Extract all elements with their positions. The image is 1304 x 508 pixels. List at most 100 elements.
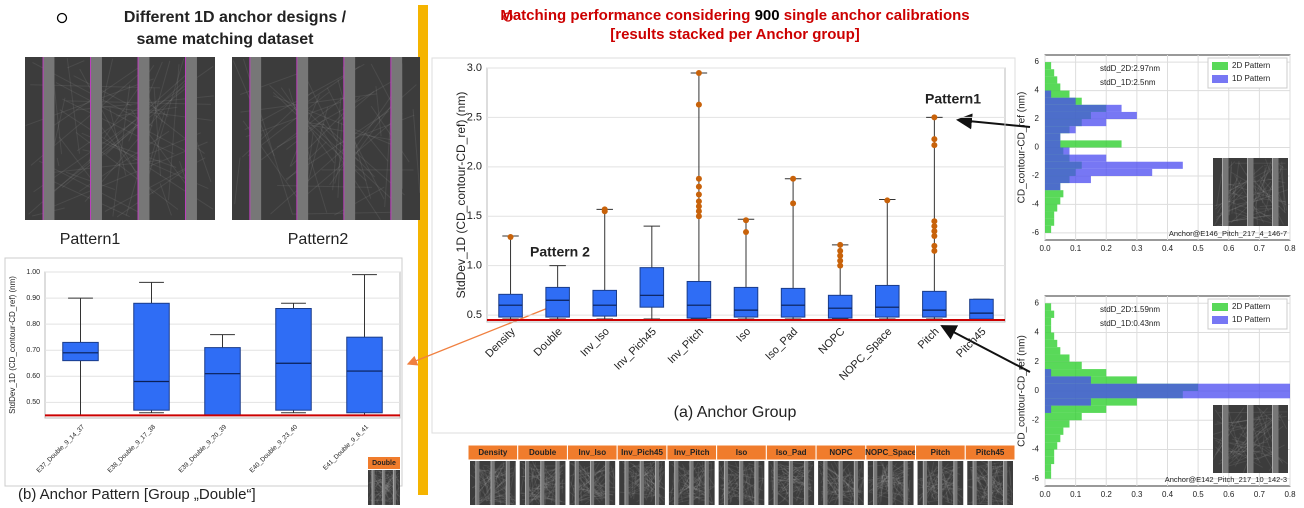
sem-line — [789, 461, 793, 505]
sem-line — [1248, 405, 1254, 473]
pattern-label: Pattern1 — [60, 231, 121, 248]
x-tick-label: 0.8 — [1284, 244, 1296, 253]
strip-label: Iso — [736, 448, 748, 457]
hist-bar — [1045, 369, 1106, 376]
hist-bar — [1045, 398, 1091, 405]
sem-line — [297, 57, 308, 220]
y-tick-label: 0.50 — [26, 399, 40, 406]
sem-line — [250, 57, 261, 220]
bullet — [58, 14, 67, 23]
y-tick-label: 4 — [1035, 328, 1040, 337]
strip-label: Pitch — [931, 448, 951, 457]
sem-line — [138, 57, 149, 220]
sem-line — [973, 461, 977, 505]
box — [593, 290, 617, 316]
strip-label: Double — [529, 448, 557, 457]
strip-label: NOPC_Space — [865, 448, 917, 457]
outlier — [696, 213, 702, 219]
x-tick-label: 0.8 — [1284, 490, 1296, 499]
x-tick-label: 0.6 — [1223, 490, 1235, 499]
box — [828, 295, 852, 318]
chart-frame — [432, 58, 1015, 433]
legend-swatch — [1212, 316, 1228, 324]
annotation: stdD_2D:1.59nm — [1100, 305, 1160, 314]
hist-bar — [1045, 471, 1051, 478]
sem-line — [476, 461, 480, 505]
box — [734, 287, 758, 317]
hist-bar — [1045, 197, 1060, 204]
outlier — [743, 217, 749, 223]
center-heading: Matching performance considering 900 sin… — [500, 6, 970, 44]
heading-text: Matching performance considering — [500, 7, 754, 24]
strip-label: Density — [478, 448, 507, 457]
sem-line — [675, 461, 679, 505]
hist-bar — [1045, 169, 1152, 176]
outlier — [931, 248, 937, 254]
hist-bar — [1045, 112, 1137, 119]
sem-line — [839, 461, 843, 505]
hist-bar — [1045, 420, 1070, 427]
outlier — [837, 242, 843, 248]
box — [134, 303, 170, 410]
hist-bar — [1045, 428, 1063, 435]
hist-bar — [1045, 347, 1060, 354]
sem-line — [625, 461, 629, 505]
strip-label: Inv_Pitch — [674, 448, 710, 457]
hist-bar — [1045, 69, 1054, 76]
strip-label: Inv_Iso — [579, 448, 607, 457]
sem-line — [1273, 405, 1279, 473]
outlier — [696, 102, 702, 108]
y-axis-label: StdDev_1D (CD_contour-CD_ref) (nm) — [454, 92, 468, 299]
hist-bar — [1045, 464, 1051, 471]
sem-line — [923, 461, 927, 505]
sem-line — [655, 461, 659, 505]
thumb-label: Double — [372, 460, 396, 467]
hist-bar — [1045, 376, 1091, 383]
hist-bar — [1045, 449, 1054, 456]
hist-bar — [1045, 76, 1057, 83]
outlier — [696, 176, 702, 182]
hist-bar — [1045, 119, 1106, 126]
x-tick-label: 0.4 — [1162, 244, 1174, 253]
box — [276, 309, 312, 411]
outlier — [837, 263, 843, 269]
outlier — [696, 70, 702, 76]
x-tick-label: 0.3 — [1131, 490, 1143, 499]
box — [970, 299, 994, 319]
sem-line — [939, 461, 943, 505]
strip-label: Inv_Pich45 — [621, 448, 663, 457]
x-tick-label: 0.7 — [1254, 490, 1266, 499]
hist-bar — [1045, 105, 1122, 112]
y-tick-label: 0.60 — [26, 373, 40, 380]
hist-bar — [1045, 190, 1063, 197]
box — [546, 287, 570, 317]
hist-bar — [1045, 325, 1051, 332]
caption: Anchor@E146_Pitch_217_4_146-7 — [1169, 229, 1287, 238]
x-tick-label: 0.7 — [1254, 244, 1266, 253]
hist-bar — [1045, 162, 1183, 169]
x-tick-label: 0.6 — [1223, 244, 1235, 253]
y-tick-label: 6 — [1035, 298, 1040, 307]
hist-bar — [1045, 219, 1054, 226]
heading-number: 900 — [755, 7, 780, 24]
strip-label: Iso_Pad — [776, 448, 807, 457]
x-tick-label: 0.1 — [1070, 490, 1082, 499]
box — [640, 268, 664, 308]
sem-line — [506, 461, 510, 505]
outlier — [508, 234, 514, 240]
sem-line — [690, 461, 694, 505]
legend-swatch — [1212, 75, 1228, 83]
y-tick-label: 1.00 — [26, 269, 40, 276]
y-axis-label: CD_contour-CD_ref (nm) — [1017, 92, 1028, 204]
hist-bar — [1045, 406, 1051, 413]
hist-bar — [1045, 457, 1054, 464]
sem-line — [491, 461, 495, 505]
hist-bar — [1045, 226, 1051, 233]
left-heading: same matching dataset — [137, 31, 315, 48]
sem-line — [1273, 158, 1279, 226]
box — [205, 348, 241, 416]
x-tick-label: 0.5 — [1193, 490, 1205, 499]
y-tick-label: -6 — [1032, 228, 1040, 237]
outlier — [931, 114, 937, 120]
